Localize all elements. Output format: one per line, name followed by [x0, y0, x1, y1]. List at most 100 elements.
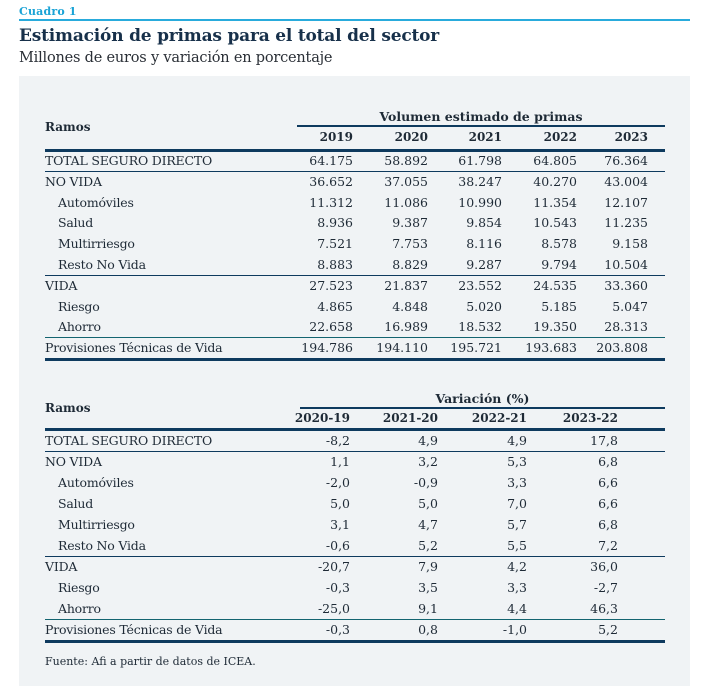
- source-note: Fuente: Afi a partir de datos de ICEA.: [45, 655, 256, 668]
- table-row: Resto No Vida 8.883 8.829 9.287 9.794 10.504: [45, 254, 665, 275]
- cell-value: 8.883: [317, 257, 353, 272]
- row-label: VIDA: [45, 559, 78, 574]
- cell-value: 64.175: [309, 153, 353, 168]
- cell-value: -25,0: [317, 601, 350, 616]
- column-header: 2023: [614, 130, 648, 144]
- column-header: 2023-22: [562, 411, 618, 425]
- cell-value: 8.936: [317, 215, 353, 231]
- table-row: Multirriesgo 7.521 7.753 8.116 8.578 9.158: [45, 233, 665, 254]
- row-label: Resto No Vida: [58, 257, 146, 272]
- cell-value: -0,3: [325, 580, 350, 595]
- row-label: TOTAL SEGURO DIRECTO: [45, 153, 213, 168]
- table-row: Ahorro 22.658 16.989 18.532 19.350 28.313: [45, 316, 665, 337]
- page-title: Estimación de primas para el total del s…: [19, 26, 440, 46]
- table-row: Multirriesgo 3,1 4,7 5,7 6,8: [45, 514, 665, 535]
- cell-value: 9.287: [466, 257, 502, 272]
- cell-value: -2,0: [325, 475, 350, 490]
- table-row: NO VIDA 1,1 3,2 5,3 6,8: [45, 451, 665, 472]
- cell-value: 10.543: [533, 215, 577, 231]
- row-divider: [45, 556, 665, 557]
- cell-value: 11.354: [533, 194, 577, 210]
- cell-value: 6,8: [598, 454, 618, 469]
- cell-value: 7.521: [317, 236, 353, 252]
- cell-value: 24.535: [533, 277, 577, 293]
- cell-value: -1,0: [502, 622, 527, 637]
- column-header: 2020: [394, 130, 428, 144]
- column-header: 2022-21: [471, 411, 527, 425]
- cell-value: 23.552: [458, 277, 502, 293]
- page-subtitle: Millones de euros y variación en porcent…: [19, 50, 333, 66]
- cell-value: -2,7: [593, 580, 618, 595]
- column-header: 2021-20: [382, 411, 438, 425]
- cell-value: 6,6: [598, 475, 618, 490]
- row-divider: [45, 170, 665, 172]
- cell-value: 9.387: [392, 215, 428, 231]
- cell-value: 4,9: [507, 433, 527, 448]
- cell-value: 5,5: [507, 538, 527, 553]
- cell-value: 9.158: [612, 236, 648, 252]
- table-row: Resto No Vida -0,6 5,2 5,5 7,2: [45, 535, 665, 556]
- row-label: Multirriesgo: [58, 517, 135, 532]
- row-label: Ahorro: [58, 319, 101, 335]
- cell-value: 0,8: [418, 622, 438, 637]
- row-label: Riesgo: [58, 580, 100, 595]
- cell-value: 5,2: [598, 622, 618, 637]
- table-row: Provisiones Técnicas de Vida -0,3 0,8 -1,0 5…: [45, 619, 665, 640]
- header-rule: [45, 149, 665, 152]
- cell-value: 5,2: [418, 538, 438, 553]
- cell-value: 6,6: [598, 496, 618, 511]
- cell-value: 61.798: [458, 153, 502, 168]
- cell-value: 21.837: [384, 277, 428, 293]
- cell-value: 7,2: [598, 538, 618, 553]
- cell-value: 4,2: [507, 559, 527, 574]
- cell-value: 5.020: [466, 298, 502, 314]
- cell-value: 7,9: [418, 559, 438, 574]
- row-label: Salud: [58, 215, 94, 231]
- cell-value: 9,1: [418, 601, 438, 616]
- table-row: Salud 8.936 9.387 9.854 10.543 11.235: [45, 212, 665, 233]
- row-label: Ahorro: [58, 601, 101, 616]
- cell-value: 38.247: [458, 173, 502, 189]
- column-header: 2020-19: [294, 411, 350, 425]
- column-header: 2022: [543, 130, 577, 144]
- cell-value: 36.652: [309, 173, 353, 189]
- row-label: Automóviles: [58, 194, 134, 210]
- group-title: Volumen estimado de primas: [379, 109, 583, 124]
- table-row: Riesgo 4.865 4.848 5.020 5.185 5.047: [45, 296, 665, 317]
- cell-value: 9.794: [541, 257, 577, 272]
- cell-value: 46,3: [590, 601, 618, 616]
- cell-value: 4,9: [418, 433, 438, 448]
- row-header-label: Ramos: [45, 401, 91, 415]
- row-label: Resto No Vida: [58, 538, 146, 553]
- cell-value: 8.578: [541, 236, 577, 252]
- row-header-label: Ramos: [45, 120, 91, 134]
- cell-value: 5,0: [418, 496, 438, 511]
- cell-value: 17,8: [590, 433, 618, 448]
- cell-value: 11.312: [309, 194, 353, 210]
- cell-value: 4.865: [317, 298, 353, 314]
- row-divider: [45, 337, 665, 339]
- cell-value: -0,3: [325, 622, 350, 637]
- table-number-label: Cuadro 1: [19, 5, 77, 18]
- cell-value: 4.848: [392, 298, 428, 314]
- cell-value: -20,7: [317, 559, 350, 574]
- cell-value: 22.658: [309, 319, 353, 335]
- group-rule: [300, 407, 665, 409]
- group-title: Variación (%): [435, 391, 530, 406]
- row-label: Multirriesgo: [58, 236, 135, 252]
- table-row: TOTAL SEGURO DIRECTO -8,2 4,9 4,9 17,8: [45, 430, 665, 451]
- table-panel: [19, 76, 690, 686]
- cell-value: 10.504: [604, 257, 648, 272]
- cell-value: 5,3: [507, 454, 527, 469]
- cell-value: 7.753: [392, 236, 428, 252]
- cell-value: 12.107: [604, 194, 648, 210]
- cell-value: 9.854: [466, 215, 502, 231]
- row-label: Salud: [58, 496, 94, 511]
- cell-value: 18.532: [458, 319, 502, 335]
- cell-value: 7,0: [507, 496, 527, 511]
- cell-value: 8.829: [392, 257, 428, 272]
- cell-value: 1,1: [330, 454, 350, 469]
- cell-value: 3,3: [507, 580, 527, 595]
- row-label: Provisiones Técnicas de Vida: [45, 340, 223, 356]
- cell-value: 5,7: [507, 517, 527, 532]
